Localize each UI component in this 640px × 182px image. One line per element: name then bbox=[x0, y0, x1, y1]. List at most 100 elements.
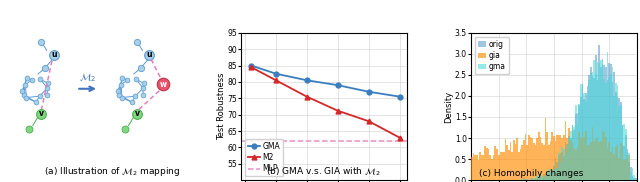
Bar bbox=[531, 138, 533, 180]
Bar bbox=[617, 86, 618, 180]
Bar bbox=[591, 76, 593, 180]
Text: (b) GMA v.s. GIA with $\mathcal{M}_2$: (b) GMA v.s. GIA with $\mathcal{M}_2$ bbox=[266, 166, 380, 178]
Bar bbox=[550, 169, 552, 180]
Bar bbox=[545, 118, 547, 180]
Bar bbox=[580, 97, 582, 180]
Bar bbox=[508, 150, 509, 180]
Bar bbox=[484, 146, 486, 180]
Bar bbox=[585, 93, 587, 180]
Bar bbox=[618, 106, 620, 180]
Bar bbox=[591, 127, 593, 180]
Bar bbox=[621, 125, 623, 180]
Bar bbox=[570, 139, 572, 180]
Bar bbox=[568, 128, 570, 180]
Bar bbox=[602, 64, 604, 180]
Bar bbox=[555, 141, 556, 180]
Bar bbox=[593, 60, 595, 180]
Bar bbox=[525, 179, 526, 180]
Bar bbox=[610, 64, 612, 180]
Bar bbox=[533, 143, 534, 180]
Bar bbox=[540, 171, 541, 180]
Bar bbox=[627, 151, 628, 180]
Bar bbox=[625, 135, 627, 180]
Bar bbox=[523, 178, 525, 180]
Bar bbox=[538, 177, 540, 180]
Bar bbox=[598, 63, 600, 180]
Bar bbox=[587, 94, 588, 180]
Bar bbox=[540, 137, 541, 180]
Bar bbox=[590, 142, 591, 180]
Text: u: u bbox=[51, 50, 56, 59]
Bar bbox=[578, 132, 580, 180]
Bar bbox=[630, 167, 632, 180]
Bar bbox=[534, 145, 536, 180]
Text: w: w bbox=[160, 80, 167, 89]
M2 bbox=[396, 136, 403, 139]
Bar bbox=[575, 114, 577, 180]
Bar bbox=[578, 106, 580, 180]
Bar bbox=[565, 121, 566, 180]
MLP bbox=[241, 140, 249, 142]
Bar bbox=[615, 92, 617, 180]
Bar bbox=[531, 178, 533, 180]
Bar bbox=[479, 152, 481, 180]
Bar bbox=[588, 80, 590, 180]
Bar bbox=[578, 104, 580, 180]
Bar bbox=[623, 160, 625, 180]
Bar bbox=[634, 178, 635, 180]
Bar bbox=[523, 140, 525, 180]
Bar bbox=[580, 138, 582, 180]
Bar bbox=[545, 175, 547, 180]
Bar bbox=[620, 143, 621, 180]
Bar bbox=[593, 141, 595, 180]
Bar bbox=[613, 96, 615, 180]
Bar bbox=[613, 72, 615, 180]
Text: (c) Homophily changes: (c) Homophily changes bbox=[479, 169, 584, 178]
Bar bbox=[552, 132, 553, 180]
Bar bbox=[561, 147, 563, 180]
Bar bbox=[474, 155, 476, 180]
Bar bbox=[613, 154, 615, 180]
Bar bbox=[566, 145, 568, 180]
M2 bbox=[303, 96, 310, 98]
GMA bbox=[334, 84, 342, 86]
Bar bbox=[590, 73, 591, 180]
Bar bbox=[627, 155, 628, 180]
Bar bbox=[566, 144, 568, 180]
Bar bbox=[506, 145, 508, 180]
Bar bbox=[548, 145, 550, 180]
Bar bbox=[541, 143, 543, 180]
Bar bbox=[495, 146, 496, 180]
Bar bbox=[521, 145, 523, 180]
GMA bbox=[365, 91, 372, 93]
GMA bbox=[247, 64, 255, 67]
Bar bbox=[560, 153, 561, 180]
Bar bbox=[513, 140, 515, 180]
Bar bbox=[595, 139, 596, 180]
Bar bbox=[607, 80, 609, 180]
Bar bbox=[583, 137, 585, 180]
Bar bbox=[570, 140, 572, 180]
Bar bbox=[568, 137, 570, 180]
Bar bbox=[476, 155, 477, 180]
Bar bbox=[553, 166, 555, 180]
Bar bbox=[617, 145, 618, 180]
M2 bbox=[272, 79, 280, 81]
Bar bbox=[528, 135, 530, 180]
Bar bbox=[602, 59, 604, 180]
Bar bbox=[536, 176, 538, 180]
Bar bbox=[598, 45, 600, 180]
Bar bbox=[553, 169, 555, 180]
Bar bbox=[558, 155, 560, 180]
GMA bbox=[303, 79, 310, 81]
Bar bbox=[534, 178, 536, 180]
Bar bbox=[525, 134, 526, 180]
Bar bbox=[615, 147, 617, 180]
MLP bbox=[241, 140, 249, 142]
Bar bbox=[483, 155, 484, 180]
Bar bbox=[499, 152, 501, 180]
Legend: orig, gia, gma: orig, gia, gma bbox=[475, 37, 509, 74]
Bar bbox=[566, 138, 568, 180]
Bar bbox=[511, 152, 513, 180]
Bar bbox=[596, 137, 598, 180]
